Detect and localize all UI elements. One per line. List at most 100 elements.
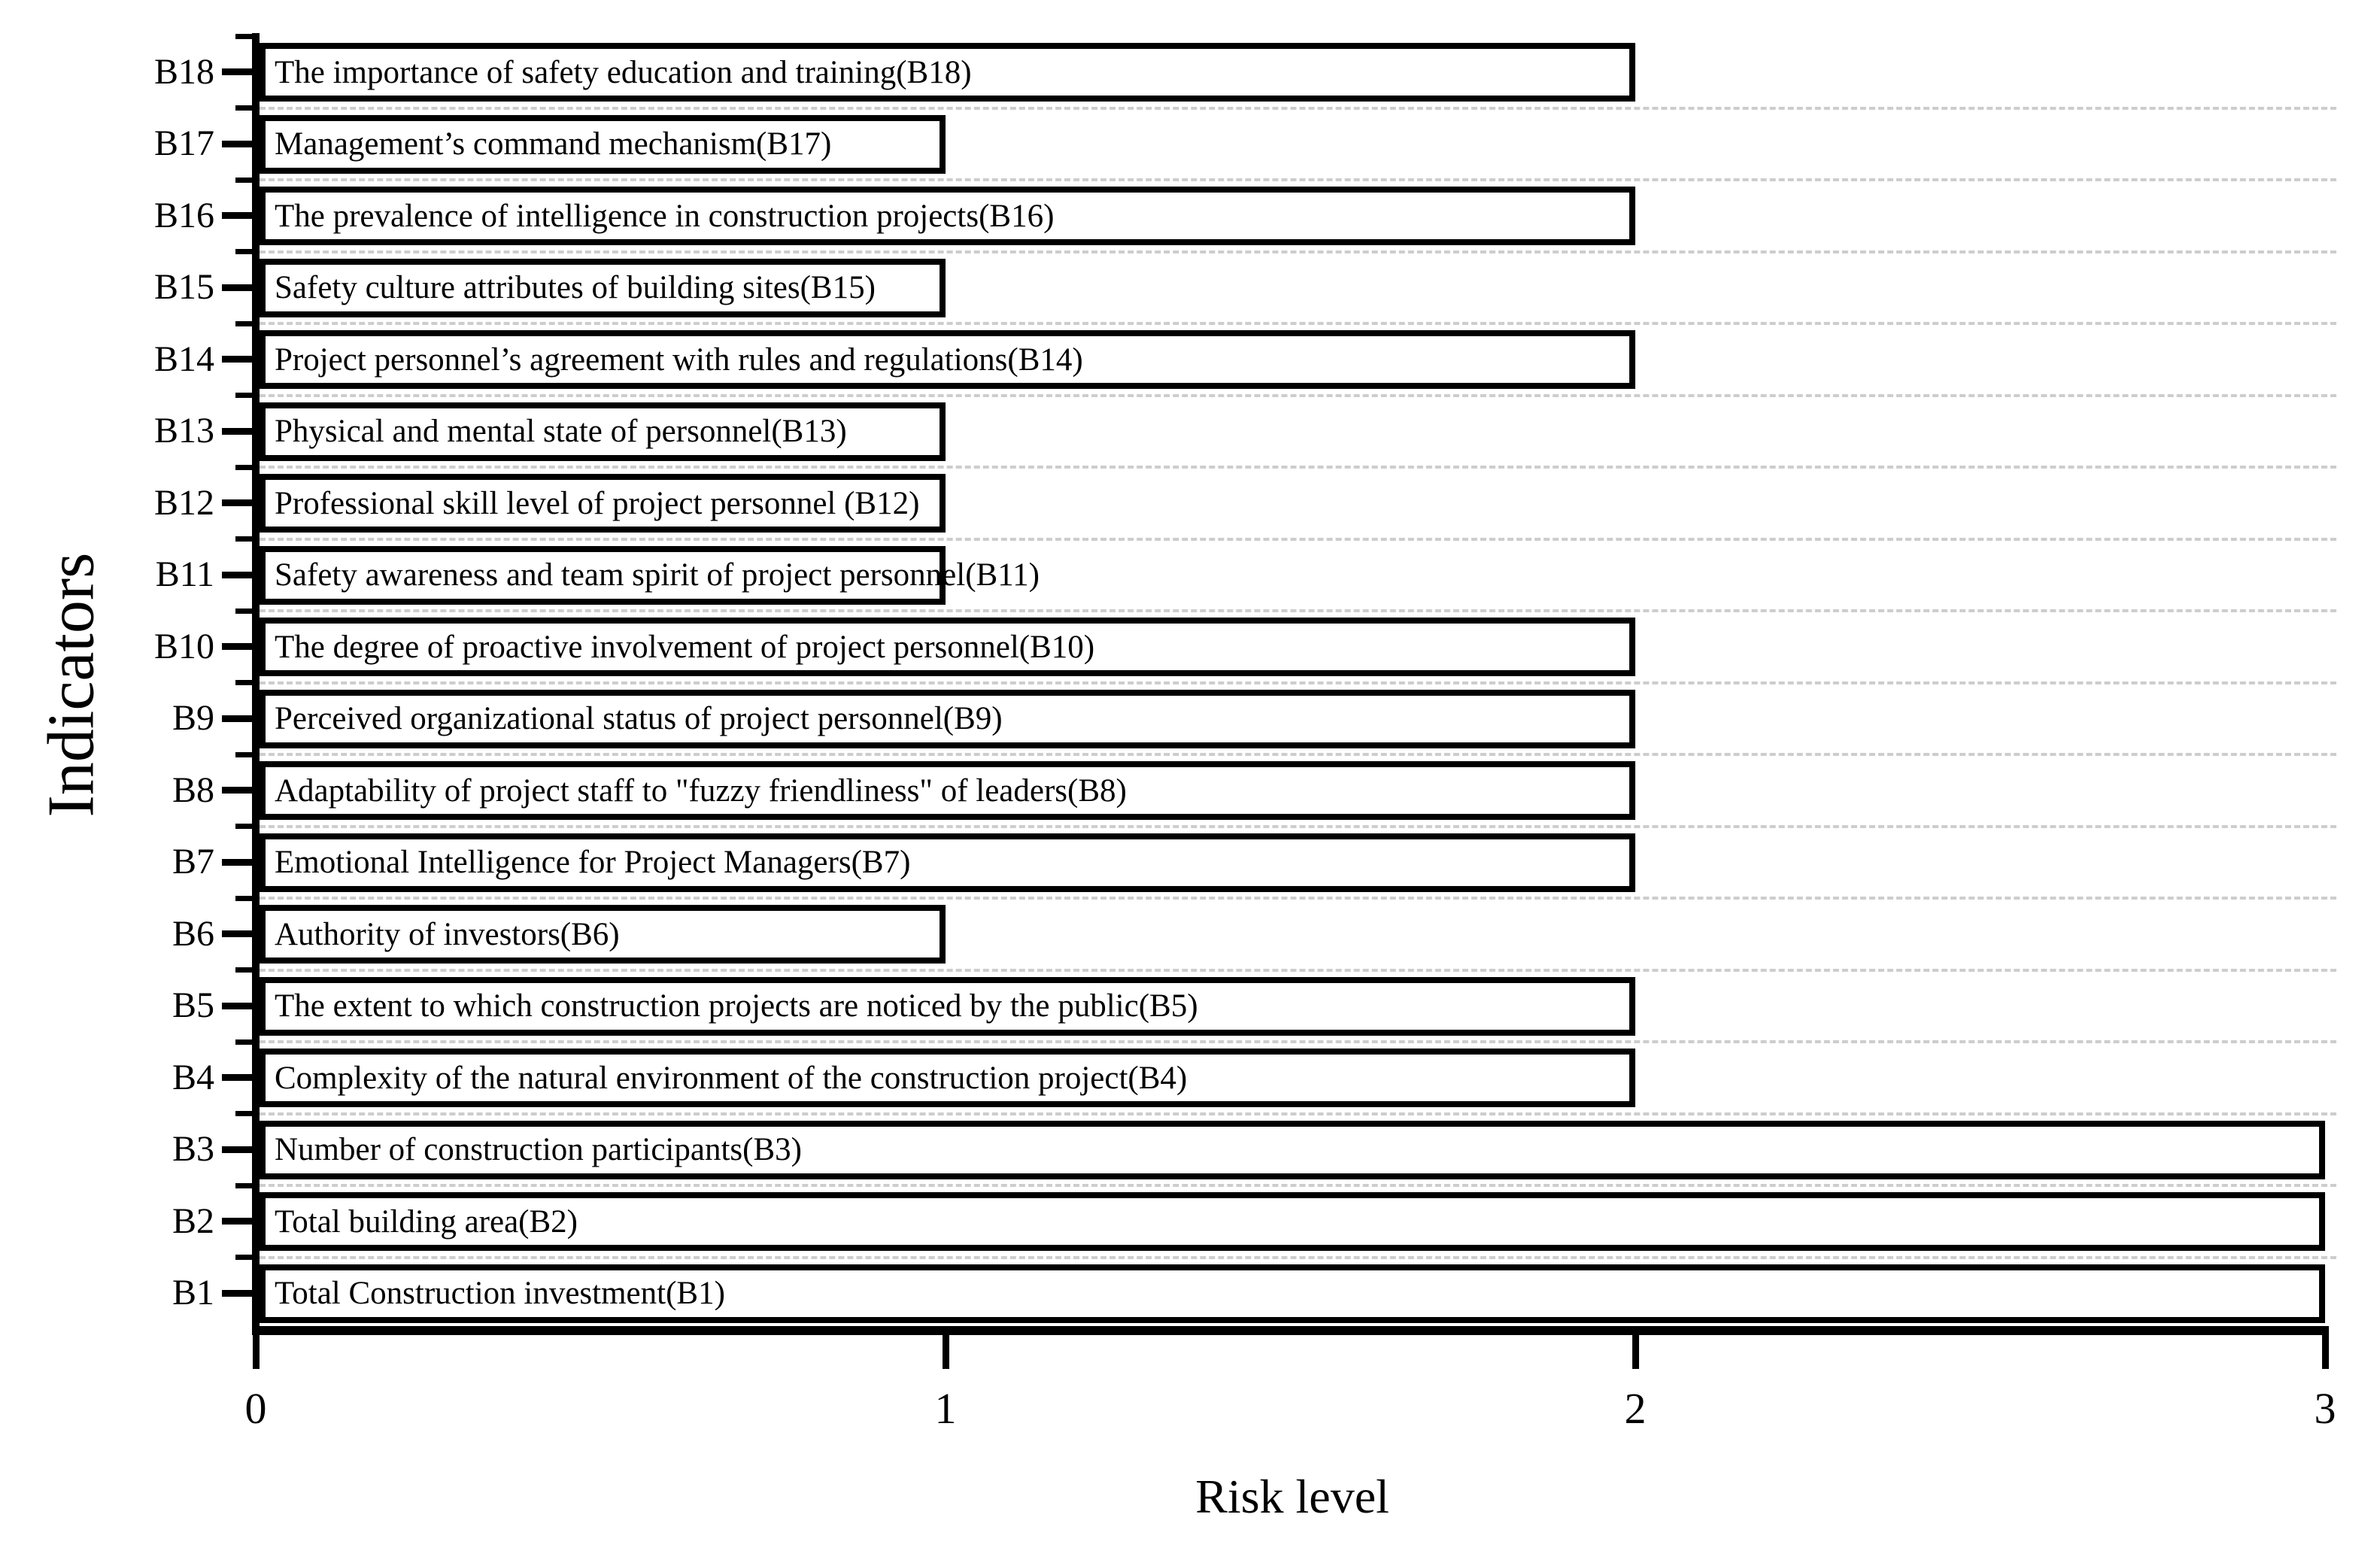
y-minor-tick [235, 177, 252, 183]
y-major-tick [222, 1074, 252, 1082]
bar [260, 976, 1635, 1036]
y-tick-label: B18 [153, 51, 214, 92]
gridline [260, 968, 2336, 972]
y-major-tick [222, 787, 252, 794]
bar [260, 689, 1635, 748]
bar-label: Total Construction investment(B1) [275, 1276, 725, 1311]
y-tick-label: B2 [172, 1200, 214, 1241]
x-tick-label: 1 [934, 1384, 957, 1433]
x-tick [2321, 1335, 2329, 1369]
y-tick-label: B7 [172, 842, 214, 882]
y-major-tick [222, 930, 252, 938]
y-major-tick [222, 356, 252, 363]
y-minor-tick [235, 1111, 252, 1116]
y-minor-tick [235, 680, 252, 685]
y-major-tick [222, 858, 252, 866]
bar [260, 1120, 2325, 1179]
gridline [260, 1112, 2336, 1115]
y-minor-tick [235, 1182, 252, 1188]
bar-label: Perceived organizational status of proje… [275, 701, 1003, 736]
y-tick-label: B3 [172, 1129, 214, 1170]
bar-label: Number of construction participants(B3) [275, 1132, 802, 1167]
y-tick-label: B8 [172, 769, 214, 810]
gridline [260, 106, 2336, 110]
x-tick [1632, 1335, 1639, 1369]
y-major-tick [222, 140, 252, 147]
y-axis-spine [252, 33, 260, 1335]
y-tick-label: B13 [153, 411, 214, 451]
gridline [260, 1040, 2336, 1043]
y-tick-label: B1 [172, 1273, 214, 1313]
y-tick-label: B10 [153, 626, 214, 666]
y-major-tick [222, 212, 252, 220]
y-tick-label: B5 [172, 985, 214, 1026]
y-major-tick [222, 499, 252, 507]
y-minor-tick [235, 824, 252, 829]
y-minor-tick [235, 1255, 252, 1260]
bar-label: The extent to which construction project… [275, 988, 1198, 1024]
y-major-tick [222, 284, 252, 291]
x-tick [252, 1335, 260, 1369]
gridline [260, 466, 2336, 469]
bar [260, 1192, 2325, 1251]
gridline [260, 897, 2336, 900]
y-tick-label: B14 [153, 338, 214, 379]
x-tick-label: 3 [2314, 1384, 2336, 1433]
bar-label: The prevalence of intelligence in constr… [275, 198, 1055, 234]
bar-label: Authority of investors(B6) [275, 916, 620, 952]
bar [260, 114, 946, 174]
y-minor-tick [235, 536, 252, 542]
bar [260, 330, 1635, 389]
bar-label: Safety awareness and team spirit of proj… [275, 557, 1040, 593]
bar [260, 402, 946, 461]
y-major-tick [222, 68, 252, 76]
y-minor-tick [235, 608, 252, 614]
gridline [260, 1184, 2336, 1187]
x-axis-title: Risk level [1195, 1470, 1389, 1523]
y-minor-tick [235, 320, 252, 326]
bar-label: Total building area(B2) [275, 1203, 578, 1240]
bar [260, 258, 946, 317]
y-tick-label: B16 [153, 195, 214, 235]
bar-label: The degree of proactive involvement of p… [275, 629, 1095, 665]
y-major-tick [222, 1002, 252, 1009]
y-major-tick [222, 571, 252, 578]
bar [260, 43, 1635, 102]
gridline [260, 1255, 2336, 1259]
bar [260, 1049, 1635, 1107]
y-minor-tick [235, 751, 252, 757]
gridline [260, 178, 2336, 181]
x-tick-label: 2 [1624, 1384, 1647, 1433]
bar-label: Project personnel’s agreement with rules… [275, 341, 1083, 378]
y-minor-tick [235, 895, 252, 901]
y-minor-tick [235, 1039, 252, 1045]
y-minor-tick [235, 967, 252, 973]
y-minor-tick [235, 393, 252, 398]
y-tick-label: B6 [172, 913, 214, 954]
y-minor-tick [235, 105, 252, 111]
y-major-tick [222, 643, 252, 651]
y-major-tick [222, 1146, 252, 1153]
y-major-tick [222, 427, 252, 435]
y-tick-label: B9 [172, 698, 214, 739]
x-axis-spine [252, 1326, 2329, 1335]
gridline [260, 250, 2336, 253]
gridline [260, 681, 2336, 684]
x-tick [942, 1335, 949, 1369]
bar [260, 761, 1635, 820]
x-tick-label: 0 [244, 1384, 267, 1433]
bar [260, 1264, 2325, 1323]
bar-label: Complexity of the natural environment of… [275, 1060, 1188, 1096]
bar-label: Professional skill level of project pers… [275, 485, 920, 521]
bar [260, 474, 946, 533]
y-major-tick [222, 1218, 252, 1225]
bar [260, 618, 1635, 676]
bar [260, 833, 1635, 892]
bar [260, 545, 946, 605]
gridline [260, 753, 2336, 756]
y-major-tick [222, 1289, 252, 1297]
gridline [260, 393, 2336, 397]
y-minor-tick [235, 33, 252, 39]
gridline [260, 322, 2336, 325]
